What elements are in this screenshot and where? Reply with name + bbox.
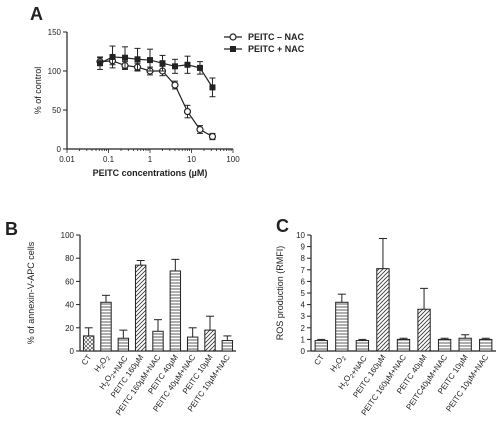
y-tick-label: 3 xyxy=(301,312,306,321)
bar xyxy=(117,337,130,352)
y-tick-label: 8 xyxy=(301,254,306,263)
legend-label-2: PEITC + NAC xyxy=(248,44,305,54)
panel-letter-c: C xyxy=(276,216,289,236)
y-tick-label: 0 xyxy=(70,347,75,356)
y-tick-label: 20 xyxy=(65,324,74,333)
data-point xyxy=(208,132,217,141)
bar xyxy=(417,308,431,352)
y-tick-label: 50 xyxy=(52,106,61,115)
y-axis-title: ROS production (RMFI) xyxy=(275,246,285,341)
y-tick-label: 100 xyxy=(48,67,62,76)
data-point xyxy=(122,54,129,61)
bar xyxy=(134,264,147,352)
y-axis-title: % of control xyxy=(33,67,43,115)
data-point xyxy=(159,60,166,67)
data-point xyxy=(109,53,116,60)
data-point xyxy=(97,60,104,67)
y-tick-label: 4 xyxy=(301,301,306,310)
y-tick-label: 7 xyxy=(301,266,306,275)
data-point xyxy=(171,81,179,89)
legend-marker xyxy=(230,46,236,52)
data-point xyxy=(134,56,141,63)
x-tick-label: CT xyxy=(80,353,94,367)
y-tick-label: 2 xyxy=(301,324,306,333)
y-tick-label: 60 xyxy=(65,277,74,286)
x-tick-label: 10 xyxy=(187,155,196,164)
panel-a: A 0 50 100 150 0.01 0.1 1 10 100 PEITC concentrati… xyxy=(30,4,305,178)
bar xyxy=(221,340,234,352)
bar xyxy=(169,270,182,352)
bar xyxy=(376,268,390,352)
bar xyxy=(479,338,493,352)
bar xyxy=(314,340,328,352)
x-tick-label: 0.1 xyxy=(103,155,115,164)
y-tick-label: 9 xyxy=(301,243,306,252)
data-point xyxy=(196,125,204,134)
panel-letter-a: A xyxy=(30,4,43,24)
x-tick-label: CT xyxy=(312,353,326,367)
data-point xyxy=(209,84,216,91)
y-tick-label: 6 xyxy=(301,277,306,286)
y-tick-label: 1 xyxy=(301,335,306,344)
x-tick-label: H2O2 xyxy=(328,352,348,374)
x-axis-title: PEITC concentrations (µM) xyxy=(93,168,208,178)
bar xyxy=(82,335,95,352)
data-point xyxy=(183,107,192,116)
y-tick-label: 150 xyxy=(48,28,62,37)
y-tick-label: 100 xyxy=(61,231,75,240)
bar xyxy=(437,338,452,352)
y-tick-label: 0 xyxy=(57,145,62,154)
y-tick-label: 40 xyxy=(65,301,74,310)
panel-c: C 0 1 2 3 4 5 6 7 8 9 10 ROS production (RMFI) CTH2O2… xyxy=(275,216,496,417)
bar xyxy=(458,337,472,352)
x-tick-label: 0.01 xyxy=(59,155,75,164)
y-tick-label: 80 xyxy=(65,254,74,263)
x-tick-label: H2O2 xyxy=(93,352,113,374)
series-line-2 xyxy=(99,56,213,88)
bar xyxy=(204,329,216,352)
y-axis-title: % of annexin-V-APC cells xyxy=(26,241,36,344)
y-tick-label: 10 xyxy=(296,231,305,240)
bar xyxy=(396,338,411,352)
bar xyxy=(355,340,370,352)
data-point xyxy=(184,61,191,68)
bar xyxy=(335,301,349,352)
bar xyxy=(100,301,112,352)
data-point xyxy=(147,57,153,64)
panel-letter-b: B xyxy=(5,219,18,239)
legend-label-1: PEITC – NAC xyxy=(248,32,305,42)
x-tick-label: 100 xyxy=(226,155,240,164)
legend-marker xyxy=(229,33,237,41)
data-point xyxy=(171,63,178,70)
x-tick-label: 1 xyxy=(148,155,153,164)
bar xyxy=(152,330,164,352)
data-point xyxy=(196,64,203,71)
bar xyxy=(186,336,199,352)
y-tick-label: 5 xyxy=(301,289,306,298)
y-tick-label: 0 xyxy=(301,347,306,356)
series-line-1 xyxy=(99,60,213,138)
panel-b: B 0 20 40 60 80 100 % of annexin-V-APC cells CTH… xyxy=(5,219,236,417)
